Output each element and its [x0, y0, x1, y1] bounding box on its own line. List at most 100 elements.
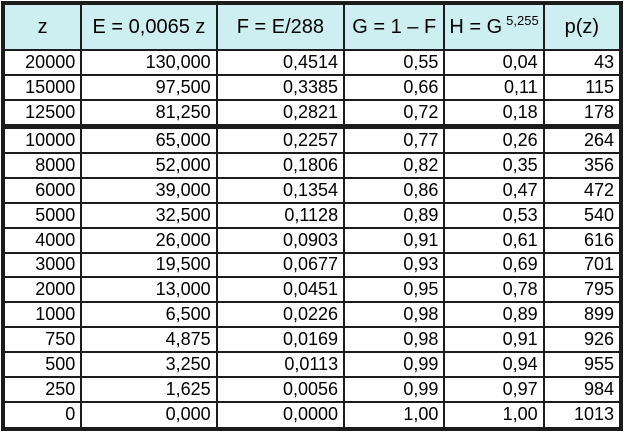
cell-H: 0,78 — [443, 276, 545, 304]
cell-E: 32,500 — [80, 201, 218, 229]
cell-F: 0,0903 — [215, 226, 346, 254]
cell-p: 984 — [542, 376, 619, 403]
cell-p: 926 — [542, 326, 619, 354]
cell-G: 0,77 — [343, 125, 446, 154]
cell-E: 97,500 — [80, 73, 218, 101]
table-row: 12500 81,250 0,2821 0,72 0,18 178 — [5, 98, 619, 129]
cell-E: 3,250 — [80, 351, 218, 379]
cell-H: 0,35 — [443, 151, 545, 179]
cell-z: 8000 — [5, 151, 83, 179]
table-row: 15000 97,500 0,3385 0,66 0,11 115 — [5, 73, 619, 101]
cell-G: 0,95 — [343, 276, 446, 304]
cell-E: 39,000 — [80, 176, 218, 204]
cell-H: 0,91 — [443, 326, 545, 354]
cell-F: 0,0451 — [215, 276, 346, 304]
cell-G: 1,00 — [343, 400, 446, 427]
cell-p: 955 — [542, 351, 619, 379]
cell-F: 0,2821 — [215, 98, 346, 129]
cell-F: 0,3385 — [215, 73, 346, 101]
cell-H: 0,04 — [443, 49, 545, 76]
table-row: 250 1,625 0,0056 0,99 0,97 984 — [5, 376, 619, 403]
cell-F: 0,1128 — [215, 201, 346, 229]
cell-z: 6000 — [5, 176, 83, 204]
table-row: 750 4,875 0,0169 0,98 0,91 926 — [5, 326, 619, 354]
cell-z: 250 — [5, 376, 83, 403]
cell-E: 4,875 — [80, 326, 218, 354]
cell-p: 178 — [542, 98, 619, 129]
table-row: 2000 13,000 0,0451 0,95 0,78 795 — [5, 276, 619, 304]
cell-z: 1000 — [5, 301, 83, 329]
cell-G: 0,99 — [343, 376, 446, 403]
cell-z: 2000 — [5, 276, 83, 304]
cell-E: 13,000 — [80, 276, 218, 304]
cell-G: 0,99 — [343, 351, 446, 379]
cell-p: 795 — [542, 276, 619, 304]
column-header-h-exponent: 5,255 — [506, 12, 539, 28]
table-row: 500 3,250 0,0113 0,99 0,94 955 — [5, 351, 619, 379]
cell-z: 500 — [5, 351, 83, 379]
cell-p: 616 — [542, 226, 619, 254]
cell-z: 3000 — [5, 251, 83, 279]
cell-G: 0,82 — [343, 151, 446, 179]
cell-p: 115 — [542, 73, 619, 101]
column-header-e: E = 0,0065 z — [80, 5, 218, 51]
table-row: 10000 65,000 0,2257 0,77 0,26 264 — [5, 125, 619, 154]
cell-H: 0,89 — [443, 301, 545, 329]
cell-z: 12500 — [5, 98, 83, 129]
cell-z: 10000 — [5, 125, 83, 154]
cell-H: 0,47 — [443, 176, 545, 204]
column-header-g: G = 1 – F — [343, 5, 446, 51]
header-row: z E = 0,0065 z F = E/288 G = 1 – F H = G… — [5, 5, 619, 51]
cell-H: 0,26 — [443, 125, 545, 154]
cell-F: 0,1806 — [215, 151, 346, 179]
table-row: 4000 26,000 0,0903 0,91 0,61 616 — [5, 226, 619, 254]
table-body: 20000 130,000 0,4514 0,55 0,04 43 15000 97,500 0… — [5, 49, 619, 427]
cell-F: 0,0056 — [215, 376, 346, 403]
cell-H: 0,94 — [443, 351, 545, 379]
column-header-p: p(z) — [542, 5, 619, 51]
cell-E: 1,625 — [80, 376, 218, 403]
cell-G: 0,55 — [343, 49, 446, 76]
cell-F: 0,2257 — [215, 125, 346, 154]
cell-H: 0,53 — [443, 201, 545, 229]
cell-z: 4000 — [5, 226, 83, 254]
column-header-z: z — [5, 5, 83, 51]
cell-H: 0,11 — [443, 73, 545, 101]
table-row: 0 0,000 0,0000 1,00 1,00 1013 — [5, 400, 619, 427]
cell-E: 52,000 — [80, 151, 218, 179]
cell-E: 19,500 — [80, 251, 218, 279]
cell-F: 0,0113 — [215, 351, 346, 379]
altitude-pressure-table: z E = 0,0065 z F = E/288 G = 1 – F H = G… — [5, 5, 619, 427]
table-row: 5000 32,500 0,1128 0,89 0,53 540 — [5, 201, 619, 229]
cell-z: 15000 — [5, 73, 83, 101]
cell-p: 899 — [542, 301, 619, 329]
cell-G: 0,72 — [343, 98, 446, 129]
cell-G: 0,93 — [343, 251, 446, 279]
cell-p: 356 — [542, 151, 619, 179]
cell-H: 0,18 — [443, 98, 545, 129]
cell-F: 0,0677 — [215, 251, 346, 279]
cell-H: 0,69 — [443, 251, 545, 279]
cell-H: 0,61 — [443, 226, 545, 254]
cell-G: 0,66 — [343, 73, 446, 101]
cell-F: 0,0226 — [215, 301, 346, 329]
cell-p: 472 — [542, 176, 619, 204]
cell-E: 81,250 — [80, 98, 218, 129]
cell-z: 20000 — [5, 49, 83, 76]
cell-F: 0,4514 — [215, 49, 346, 76]
cell-G: 0,98 — [343, 301, 446, 329]
cell-H: 1,00 — [443, 400, 545, 427]
cell-F: 0,0169 — [215, 326, 346, 354]
cell-p: 1013 — [542, 400, 619, 427]
cell-E: 0,000 — [80, 400, 218, 427]
table-row: 3000 19,500 0,0677 0,93 0,69 701 — [5, 251, 619, 279]
column-header-h-base: H = G — [449, 15, 503, 38]
cell-E: 26,000 — [80, 226, 218, 254]
cell-z: 750 — [5, 326, 83, 354]
table-row: 6000 39,000 0,1354 0,86 0,47 472 — [5, 176, 619, 204]
cell-z: 5000 — [5, 201, 83, 229]
cell-H: 0,97 — [443, 376, 545, 403]
cell-G: 0,89 — [343, 201, 446, 229]
cell-F: 0,1354 — [215, 176, 346, 204]
